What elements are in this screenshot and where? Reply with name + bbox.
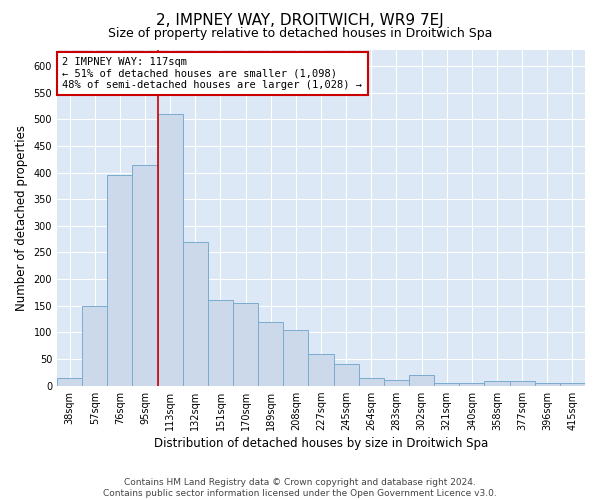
Bar — [308, 354, 334, 386]
Text: Contains HM Land Registry data © Crown copyright and database right 2024.
Contai: Contains HM Land Registry data © Crown c… — [103, 478, 497, 498]
Bar — [183, 242, 208, 386]
Bar — [82, 306, 107, 386]
Bar — [233, 303, 258, 386]
Bar — [409, 375, 434, 386]
Bar — [384, 380, 409, 386]
Bar — [283, 330, 308, 386]
Y-axis label: Number of detached properties: Number of detached properties — [15, 125, 28, 311]
Bar — [509, 382, 535, 386]
Text: 2, IMPNEY WAY, DROITWICH, WR9 7EJ: 2, IMPNEY WAY, DROITWICH, WR9 7EJ — [156, 12, 444, 28]
Bar — [484, 382, 509, 386]
Bar — [334, 364, 359, 386]
Bar — [208, 300, 233, 386]
Bar — [359, 378, 384, 386]
X-axis label: Distribution of detached houses by size in Droitwich Spa: Distribution of detached houses by size … — [154, 437, 488, 450]
Bar — [459, 383, 484, 386]
Bar — [57, 378, 82, 386]
Bar — [107, 175, 133, 386]
Bar — [535, 383, 560, 386]
Text: Size of property relative to detached houses in Droitwich Spa: Size of property relative to detached ho… — [108, 28, 492, 40]
Bar — [133, 164, 158, 386]
Text: 2 IMPNEY WAY: 117sqm
← 51% of detached houses are smaller (1,098)
48% of semi-de: 2 IMPNEY WAY: 117sqm ← 51% of detached h… — [62, 56, 362, 90]
Bar — [258, 322, 283, 386]
Bar — [434, 383, 459, 386]
Bar — [158, 114, 183, 386]
Bar — [560, 383, 585, 386]
